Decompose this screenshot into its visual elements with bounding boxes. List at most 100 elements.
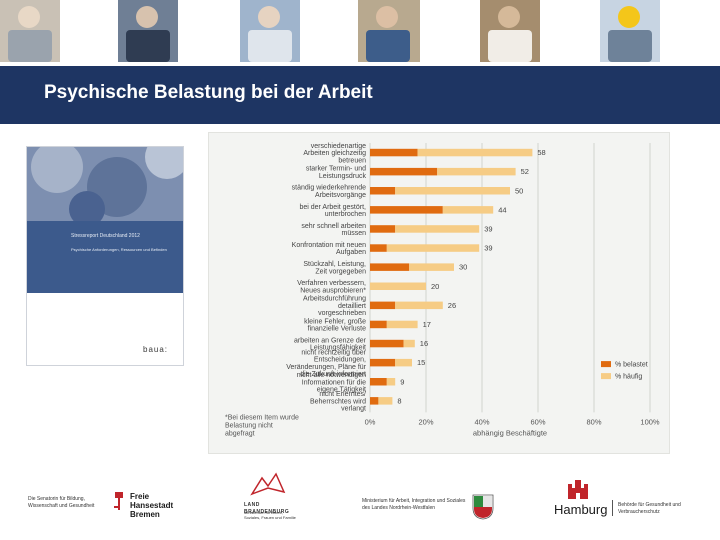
brandenburg-ministry-label: Ministerium für Arbeit, Soziales, Frauen…: [244, 510, 296, 521]
bar-value-label: 9: [400, 377, 404, 386]
bar-segment: [370, 397, 379, 405]
bar-segment: [370, 358, 396, 367]
bar-segment: [395, 358, 412, 367]
cover-series: Stressreport Deutschland 2012: [71, 233, 140, 239]
category-label: nicht rechtzeitig über Entscheidungen, Ver…: [286, 349, 366, 378]
bar-value-label: 26: [448, 301, 456, 310]
photo-figure: [618, 6, 640, 28]
photo-care-workers: [0, 0, 60, 62]
baua-logo: baua:: [143, 345, 169, 354]
bar-segment: [370, 148, 418, 157]
category-label: Arbeitsdurchführung detailliert vorgeschri…: [303, 296, 366, 317]
photo-body: [8, 30, 52, 62]
hamburg-castle-icon: [568, 480, 588, 499]
photo-body: [366, 30, 410, 62]
bar-segment: [370, 320, 387, 329]
category-label: kleine Fehler, große finanzielle Verluste: [304, 318, 366, 332]
photo-figure: [376, 6, 398, 28]
cover-title-area: [27, 221, 183, 293]
photo-team-meeting: [358, 0, 420, 62]
photo-call-center: [118, 0, 178, 62]
legend-swatch: [601, 373, 611, 380]
category-label: ständig wiederkehrende Arbeitsvorgänge: [292, 185, 366, 199]
x-axis-label: abhängig Beschäftigte: [473, 428, 547, 437]
category-label: nicht alle notwendigen Informationen für …: [297, 372, 366, 393]
photo-figure: [18, 6, 40, 28]
bar-segment: [442, 206, 494, 214]
bar-value-label: 39: [484, 244, 492, 253]
photo-baker: [480, 0, 540, 62]
category-label: verschiedenartige Arbeiten gleichzeitig be…: [303, 143, 366, 164]
bar-segment: [370, 244, 387, 252]
x-tick-label: 60%: [530, 417, 545, 426]
bar-segment: [409, 263, 454, 271]
photo-figure: [258, 6, 280, 28]
bar-segment: [370, 282, 426, 290]
bremen-key-icon: [114, 492, 123, 510]
bar-value-label: 52: [521, 167, 529, 176]
bar-value-label: 50: [515, 186, 523, 195]
x-tick-label: 100%: [640, 417, 660, 426]
bar-value-label: 58: [537, 148, 545, 157]
legend-label: % belastet: [615, 362, 648, 369]
category-label: starker Termin- und Leistungsdruck: [306, 166, 367, 180]
bar-value-label: 15: [417, 358, 425, 367]
bar-value-label: 30: [459, 263, 467, 272]
stressreport-cover: Stressreport Deutschland 2012 Psychische…: [26, 146, 184, 366]
legend-label: % häufig: [615, 374, 642, 381]
bar-segment: [417, 148, 533, 157]
stress-bar-chart: 0% 20% 40% 60% 80% 100% verschiedenartige Arbei…: [208, 132, 670, 454]
page-title: Psychische Belastung bei der Arbeit: [44, 82, 373, 103]
bar-value-label: 39: [484, 224, 492, 233]
bar-segment: [370, 263, 410, 271]
bar-value-label: 17: [423, 320, 431, 329]
bar-value-label: 8: [397, 396, 401, 405]
cover-subtitle: Psychische Anforderungen, Ressourcen und…: [71, 247, 167, 252]
photo-body: [126, 30, 170, 62]
category-label: arbeiten an Grenze der Leistungsfähigkeit: [294, 337, 367, 351]
bar-segment: [370, 378, 387, 386]
bar-segment: [403, 339, 415, 348]
hamburg-label: Hamburg: [554, 502, 608, 517]
x-tick-label: 80%: [586, 417, 601, 426]
nrw-ministry-label: Ministerium für Arbeit, Integration und …: [362, 498, 466, 511]
photo-figure: [136, 6, 158, 28]
x-tick-label: 20%: [418, 417, 433, 426]
chart-footnote: *Bei diesem Item wurde Belastung nicht abg…: [225, 414, 299, 437]
x-tick-label: 40%: [474, 417, 489, 426]
brandenburg-eagle-icon: [250, 472, 286, 496]
bar-segment: [395, 187, 510, 195]
nrw-coat-of-arms-icon: [472, 494, 494, 520]
bar-segment: [437, 167, 516, 176]
bar-segment: [370, 225, 396, 233]
bar-segment: [378, 397, 393, 405]
category-label: Verfahren verbessern, Neues ausprobieren*: [297, 280, 366, 294]
photo-figure: [498, 6, 520, 28]
bar-segment: [370, 339, 404, 348]
brandenburg-label: LAND BRANDENBURG: [244, 502, 290, 515]
bar-segment: [395, 225, 480, 233]
category-label: Konfrontation mit neuen Aufgaben: [292, 242, 366, 256]
x-tick-label: 0%: [365, 417, 376, 426]
category-label: Stückzahl, Leistung, Zeit vorgegeben: [303, 261, 366, 275]
bar-segment: [386, 320, 418, 329]
category-label: bei der Arbeit gestört, unterbrochen: [299, 204, 366, 218]
legend-swatch: [601, 361, 611, 368]
photo-body: [488, 30, 532, 62]
chart-canvas: 0% 20% 40% 60% 80% 100% verschiedenartige Arbei…: [225, 143, 660, 438]
cover-swirl-graphic: [31, 147, 183, 227]
bar-segment: [395, 301, 443, 310]
bar-segment: [386, 378, 396, 386]
header-photo-strip: [0, 0, 720, 66]
bar-value-label: 20: [431, 282, 439, 291]
bremen-label: Freie Hansestadt Bremen: [130, 492, 174, 520]
bar-segment: [370, 167, 438, 176]
partner-logos-footer: Die Senatorin für Bildung, Wissenschaft …: [0, 464, 720, 540]
photo-construction-worker: [600, 0, 660, 62]
cover-graphic: [27, 147, 183, 227]
senator-bildung-label: Die Senatorin für Bildung, Wissenschaft …: [28, 496, 95, 509]
photo-body: [608, 30, 652, 62]
title-band: Psychische Belastung bei der Arbeit: [0, 66, 720, 124]
bar-value-label: 16: [420, 339, 428, 348]
